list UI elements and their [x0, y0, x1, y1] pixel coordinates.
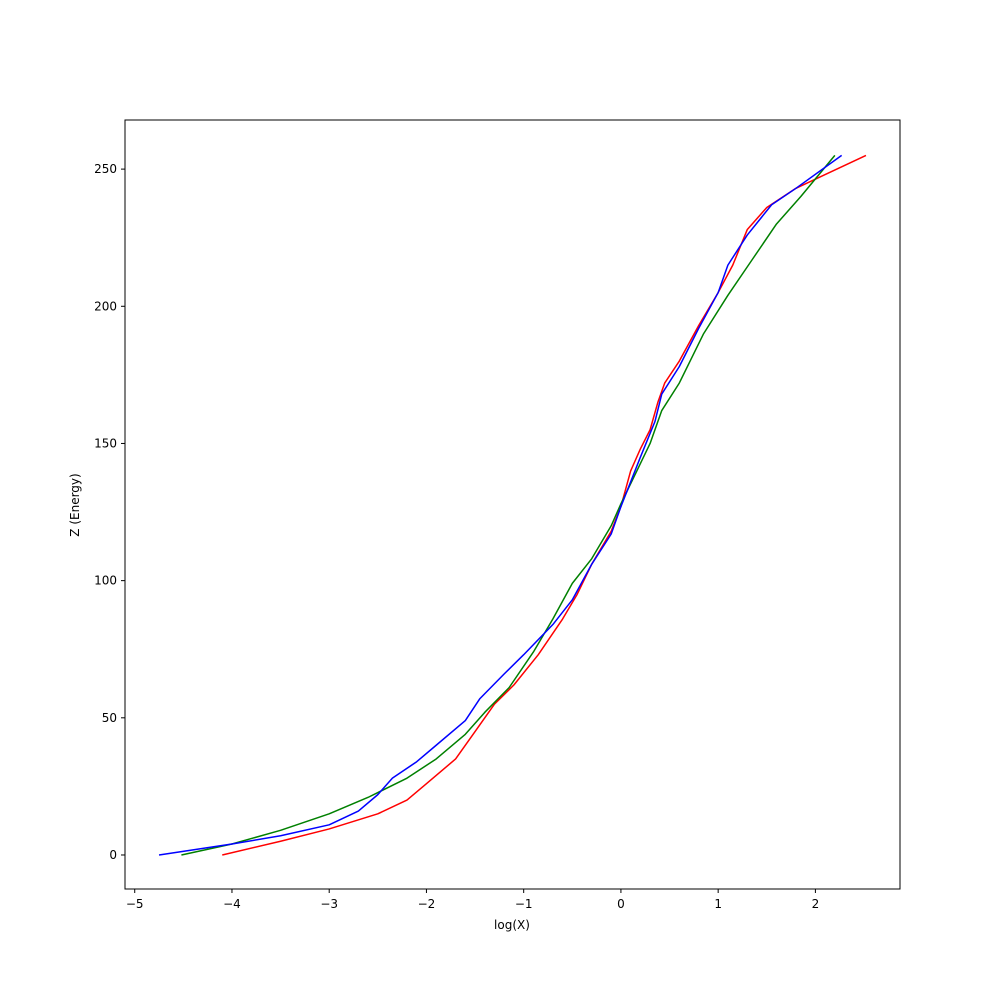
y-tick-label: 150	[94, 436, 117, 450]
x-tick-label: −3	[320, 897, 338, 911]
x-axis-label: log(X)	[494, 918, 530, 932]
series-line	[158, 154, 843, 856]
y-tick-label: 250	[94, 162, 117, 176]
y-tick-label: 100	[94, 574, 117, 588]
plot-frame	[124, 119, 901, 890]
y-tick-label: 0	[109, 848, 117, 862]
x-tick-label: −2	[418, 897, 436, 911]
y-axis-label: Z (Energy)	[68, 473, 82, 536]
x-tick-label: 0	[617, 897, 625, 911]
y-tick-label: 50	[102, 711, 117, 725]
x-tick-label: −4	[223, 897, 241, 911]
x-tick-label: 2	[812, 897, 820, 911]
series-line	[222, 154, 867, 856]
x-tick-label: −5	[126, 897, 144, 911]
series-line	[181, 154, 836, 856]
y-tick-label: 200	[94, 299, 117, 313]
x-tick-label: −1	[515, 897, 533, 911]
x-tick-label: 1	[714, 897, 722, 911]
